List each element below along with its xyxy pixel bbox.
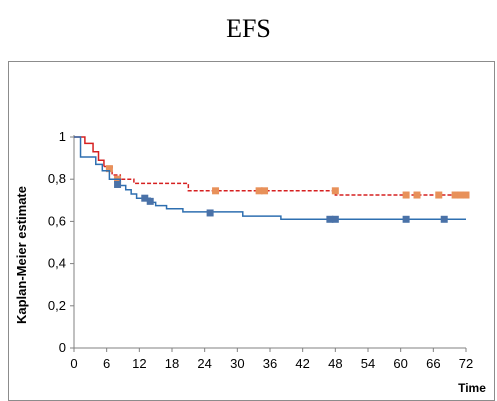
y-tick-label: 0,4 (48, 256, 66, 271)
y-tick-label: 0 (59, 340, 66, 355)
censor-marker (462, 191, 470, 199)
censor-marker (141, 194, 149, 202)
censor-marker (331, 215, 339, 223)
y-tick-label: 0,8 (48, 171, 66, 186)
x-tick-label: 6 (103, 356, 110, 371)
x-tick-label: 12 (132, 356, 146, 371)
censor-marker (457, 191, 465, 199)
censor-marker (146, 197, 154, 205)
series-0-line (74, 136, 105, 167)
x-tick-label: 66 (426, 356, 440, 371)
x-tick-label: 72 (459, 356, 473, 371)
censor-marker (326, 215, 334, 223)
y-axis-label: Kaplan-Meier estimate (14, 186, 29, 324)
y-tick-label: 1 (59, 129, 66, 144)
censor-marker (212, 187, 220, 195)
censor-marker (435, 191, 443, 199)
censor-marker (402, 191, 410, 199)
censor-marker (413, 191, 421, 199)
censor-marker (105, 165, 113, 173)
x-tick-label: 30 (230, 356, 244, 371)
censor-marker (440, 215, 448, 223)
x-tick-label: 0 (70, 356, 77, 371)
x-axis-label: Time (458, 381, 486, 395)
axes: 0 0,2 0,4 0,6 0,8 1 0 6 12 18 24 30 36 42 48 54 60 66 72 (48, 129, 473, 371)
y-tick-label: 0,6 (48, 213, 66, 228)
x-tick-label: 48 (328, 356, 342, 371)
censor-marker (206, 209, 214, 217)
censor-marker (114, 180, 122, 188)
x-tick-label: 24 (197, 356, 211, 371)
censor-marker (402, 215, 410, 223)
censor-marker (261, 187, 269, 195)
series-group (74, 136, 470, 223)
x-tick-label: 18 (165, 356, 179, 371)
series-1-line (74, 136, 466, 221)
censor-marker (255, 187, 263, 195)
censor-marker (331, 187, 339, 195)
chart-title: EFS (226, 14, 271, 43)
series-0-line-dashed (103, 165, 466, 196)
x-tick-label: 36 (263, 356, 277, 371)
x-tick-label: 60 (393, 356, 407, 371)
y-tick-label: 0,2 (48, 298, 66, 313)
censor-marker (451, 191, 459, 199)
x-tick-label: 54 (361, 356, 375, 371)
x-tick-label: 42 (295, 356, 309, 371)
